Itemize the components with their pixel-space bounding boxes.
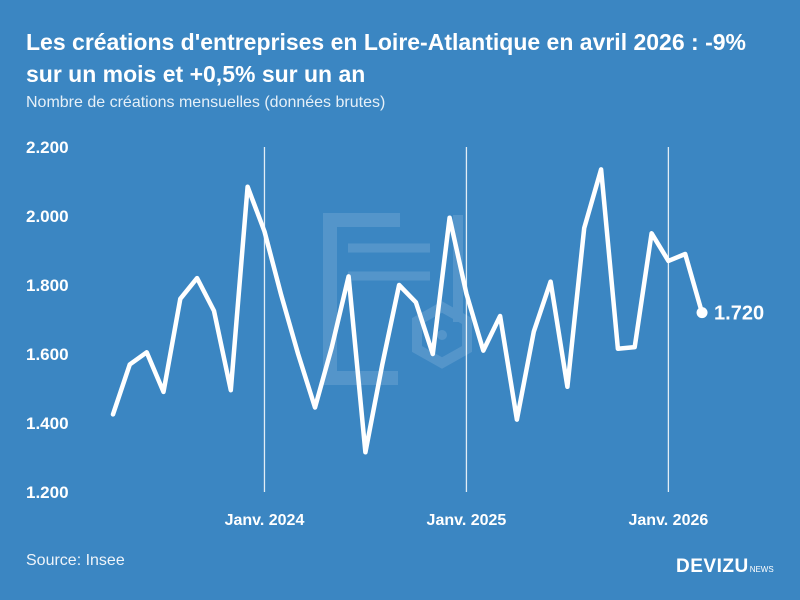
y-tick-label: 1.400	[26, 414, 69, 433]
x-tick-label: Janv. 2024	[225, 512, 305, 529]
x-tick-label: Janv. 2026	[629, 512, 709, 529]
brand-name: DEVIZU	[676, 556, 749, 577]
x-tick-label: Janv. 2025	[427, 512, 507, 529]
y-tick-label: 1.200	[26, 483, 69, 502]
last-value-marker	[696, 307, 708, 319]
brand-suffix: NEWS	[749, 565, 774, 574]
y-tick-label: 1.600	[26, 345, 69, 364]
chart-title: Les créations d'entreprises en Loire-Atl…	[26, 29, 746, 87]
y-tick-label: 1.800	[26, 276, 69, 295]
y-tick-label: 2.200	[26, 138, 69, 157]
chart-subtitle: Nombre de créations mensuelles (données …	[26, 94, 386, 111]
series-line	[110, 167, 705, 455]
last-value-label: 1.720	[714, 303, 764, 325]
source-note: Source: Insee	[26, 552, 125, 569]
brand-logo: DEVIZUNEWS	[676, 556, 774, 578]
y-tick-label: 2.000	[26, 207, 69, 226]
